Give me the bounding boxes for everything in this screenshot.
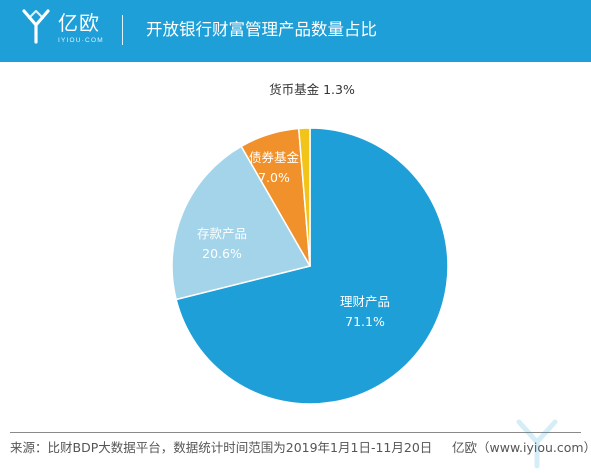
pie-slices — [171, 127, 449, 405]
source-note: 来源：比财BDP大数据平台，数据统计时间范围为2019年1月1日-11月20日 — [10, 440, 433, 455]
slice-value-zhaiquan: 7.0% — [258, 170, 290, 185]
watermark-logo-icon — [516, 419, 558, 469]
slice-huobi — [297, 127, 311, 267]
slice-label-licai: 理财产品 — [340, 294, 390, 309]
footer-brand: 亿欧（www.iyiou.com） — [452, 440, 591, 455]
slice-label-huobi: 货币基金 1.3% — [269, 82, 355, 97]
logo-domain: IYIOU·COM — [58, 37, 104, 44]
slice-value-cunkuan: 20.6% — [202, 246, 242, 261]
slice-label-cunkuan: 存款产品 — [197, 226, 247, 241]
slice-label-zhaiquan: 债券基金 — [249, 150, 300, 165]
chart-title: 开放银行财富管理产品数量占比 — [146, 20, 377, 39]
slice-value-licai: 71.1% — [345, 314, 385, 329]
header-bar: 亿欧 IYIOU·COM 开放银行财富管理产品数量占比 — [0, 0, 591, 62]
yiou-logo-icon — [22, 9, 50, 44]
pie-chart: 理财产品 71.1% 存款产品 20.6% 债券基金 7.0% 货币基金 1.3% — [171, 82, 449, 405]
pie-labels: 理财产品 71.1% 存款产品 20.6% 债券基金 7.0% 货币基金 1.3% — [197, 82, 390, 329]
footer-divider — [10, 432, 581, 433]
slice-licai — [175, 127, 449, 405]
header-divider — [122, 15, 123, 45]
logo-wordmark: 亿欧 — [58, 11, 100, 35]
slice-cunkuan — [171, 145, 312, 301]
